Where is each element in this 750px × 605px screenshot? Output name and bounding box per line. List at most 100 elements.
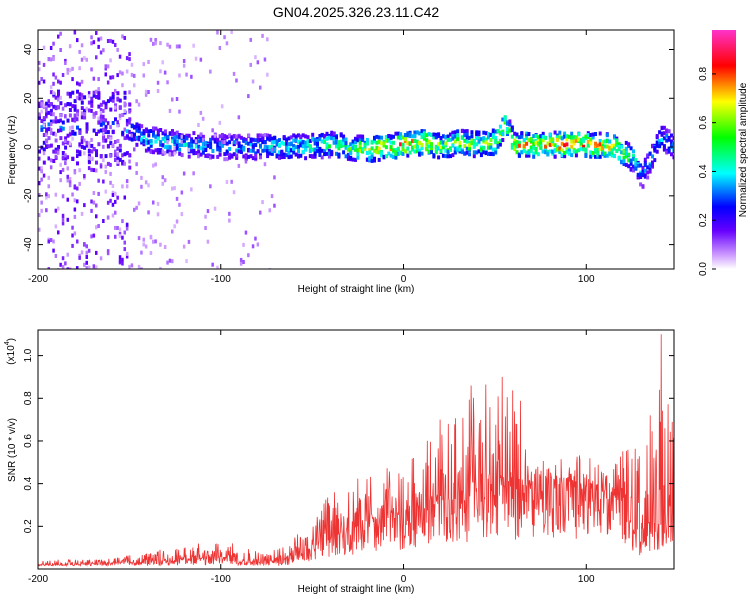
spectrogram-cell: [579, 144, 583, 149]
spectrogram-cell: [373, 139, 376, 144]
spectrogram-cell: [660, 141, 664, 146]
spectrogram-cell: [651, 160, 654, 165]
snr-frame: [37, 329, 675, 570]
snr-panel: -200 -100 0 100 0.20.40.60.81.0 Height of s…: [4, 329, 675, 595]
spectrogram-cell: [111, 184, 115, 188]
spectrogram-cell: [570, 153, 574, 158]
spectrogram-cell: [344, 154, 348, 159]
spectrogram-cell: [114, 158, 117, 162]
spectrogram-cell: [83, 174, 86, 178]
spectrogram-cell: [624, 154, 628, 159]
spectrogram-cell: [123, 127, 126, 132]
spectrogram-cell: [408, 132, 412, 137]
spectrogram-cell: [244, 156, 248, 161]
spectrogram-cell: [239, 257, 243, 262]
spectrogram-cell: [532, 154, 536, 159]
spectrogram-cell: [49, 85, 53, 90]
spectrogram-cell: [118, 70, 122, 75]
spectrogram-cell: [237, 144, 241, 148]
spectrogram-cell: [194, 137, 198, 141]
spectrogram-cell: [289, 148, 293, 153]
spectrogram-cell: [85, 255, 88, 259]
spectrogram-cell: [254, 153, 258, 158]
spectrogram-cell: [332, 140, 336, 145]
spectrogram-cell: [99, 118, 103, 123]
spectrogram-cell: [90, 208, 93, 213]
spectrogram-cell: [292, 133, 296, 138]
spectrogram-cell: [192, 139, 196, 144]
spectrogram-cell: [308, 149, 312, 154]
spectrogram-cell: [159, 140, 163, 145]
spectrogram-cell: [601, 146, 605, 151]
spectrogram-cell: [335, 139, 338, 144]
spectrogram-cell: [555, 145, 559, 150]
spectrogram-cell: [239, 147, 243, 152]
spectrogram-cell: [601, 152, 605, 157]
spectrogram-cell: [384, 154, 388, 159]
spectrogram-cell: [477, 136, 481, 141]
spectrogram-cell: [373, 148, 376, 153]
spectrogram-cell: [99, 128, 103, 133]
spectrogram-cell: [437, 132, 441, 137]
spectrogram-cell: [66, 140, 70, 145]
spectrogram-cell: [87, 141, 91, 146]
spectrogram-cell: [47, 144, 51, 149]
spectrogram-cell: [299, 153, 303, 158]
spectrogram-cell: [425, 133, 429, 138]
spectrogram-cell: [76, 154, 79, 158]
spectrogram-cell: [422, 136, 426, 141]
spectrogram-cell: [482, 136, 486, 141]
spectrogram-cell: [114, 117, 117, 122]
spectrogram-cell: [446, 149, 450, 154]
spectrogram-cell: [123, 95, 127, 100]
spectrogram-cell: [624, 140, 628, 145]
spectrogram-cell: [477, 149, 481, 154]
spectrogram-cell: [135, 142, 139, 147]
spectrogram-cell: [130, 133, 134, 138]
spectrogram-cell: [387, 151, 391, 156]
spectrogram-cell: [64, 103, 68, 108]
spectrogram-cell: [617, 142, 621, 147]
spectrogram-cell: [175, 44, 179, 49]
spectrogram-cell: [73, 184, 77, 189]
spectrogram-cell: [61, 221, 65, 226]
spectrogram-cell: [57, 97, 60, 102]
spectrogram-cell: [111, 190, 115, 195]
spectrogram-cell: [52, 104, 56, 109]
y-tick-label: 0.8: [23, 391, 34, 405]
spectrogram-cell: [596, 143, 600, 148]
spectrogram-cell: [527, 138, 531, 143]
spectrogram-cell: [565, 147, 569, 152]
spectrogram-cell: [244, 159, 248, 164]
spectrogram-cell: [413, 133, 417, 138]
spectrogram-cell: [161, 175, 164, 180]
spectrogram-cell: [624, 146, 628, 151]
spectrogram-cell: [87, 91, 91, 96]
spectrogram-cell: [377, 146, 381, 151]
spectrogram-cell: [68, 44, 72, 49]
spectrogram-cell: [396, 151, 400, 156]
spectrogram-cell: [458, 149, 462, 154]
spectrogram-cell: [118, 157, 122, 162]
spectrogram-cell: [61, 155, 65, 160]
spectrogram-cell: [52, 119, 55, 124]
spectrogram-cell: [178, 109, 181, 114]
spectrogram-cell: [166, 260, 169, 265]
spectrogram-cell: [254, 156, 258, 161]
spectrogram-cell: [204, 140, 208, 145]
spectrogram-cell: [301, 133, 305, 138]
spectrogram-cell: [465, 129, 469, 134]
spectrogram-cell: [586, 143, 590, 148]
spectrogram-cell: [92, 233, 96, 238]
spectrogram-cell: [620, 159, 624, 164]
spectrogram-cell: [249, 142, 253, 147]
spectrogram-cell: [605, 153, 609, 158]
spectrogram-cell: [111, 213, 115, 218]
spectrogram-cell: [525, 133, 529, 138]
y-tick-label: 1.0: [23, 348, 34, 362]
spectrogram-cell: [413, 130, 417, 135]
spectrogram-cell: [163, 150, 167, 155]
spectrogram-cell: [118, 255, 122, 260]
spectrogram-cell: [494, 150, 498, 155]
spectrogram-cell: [304, 147, 308, 152]
